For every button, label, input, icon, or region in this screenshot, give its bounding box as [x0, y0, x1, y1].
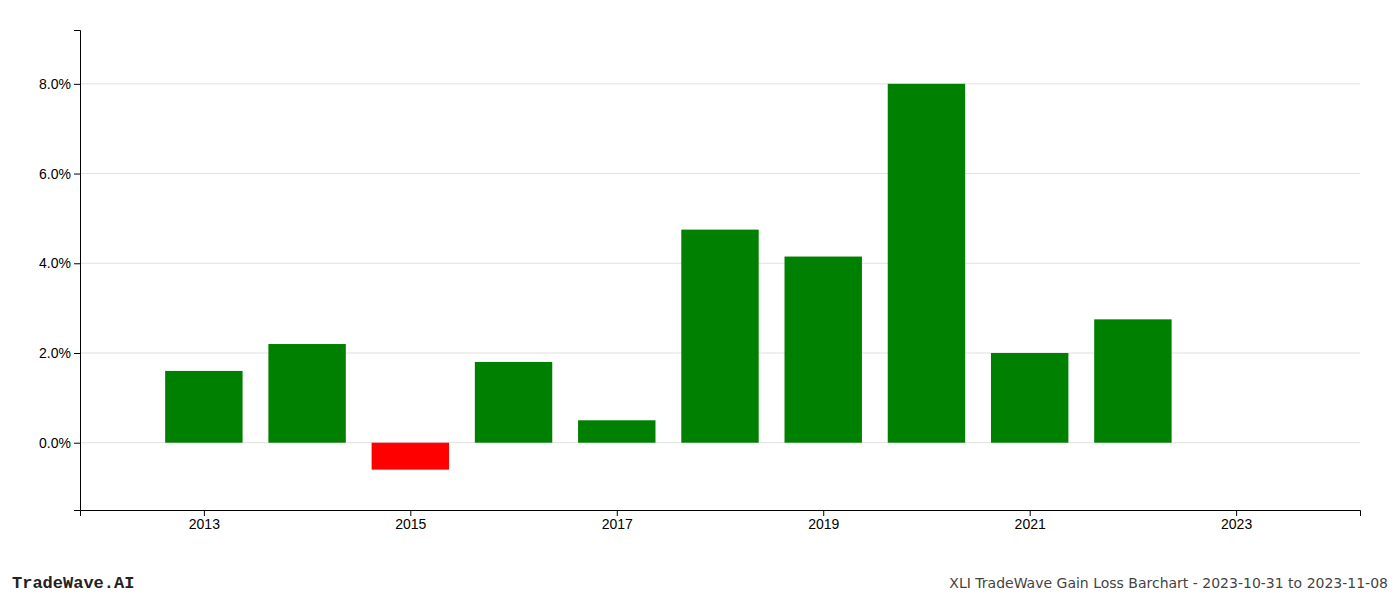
y-tick: 6.0% [39, 166, 80, 182]
y-tick-label: 4.0% [39, 255, 71, 271]
plot-area: 0.0% 2.0% 4.0% 6.0% 8.0% 2013 2015 2017 2019 2021… [39, 31, 1360, 532]
y-tick-label: 0.0% [39, 435, 71, 451]
y-axis: 0.0% 2.0% 4.0% 6.0% 8.0% [39, 31, 80, 511]
bar [681, 230, 758, 443]
x-tick: 2021 [1015, 510, 1046, 532]
bar [888, 84, 965, 443]
x-axis: 2013 2015 2017 2019 2021 2023 [81, 510, 1361, 532]
x-tick-label: 2015 [395, 516, 426, 532]
y-tick-mark [74, 84, 80, 85]
y-tick: 0.0% [39, 435, 80, 451]
x-tick-label: 2013 [189, 516, 220, 532]
x-tick-label: 2023 [1221, 516, 1252, 532]
x-tick: 2023 [1221, 510, 1252, 532]
x-tick-label: 2019 [808, 516, 839, 532]
grid [80, 84, 1360, 443]
x-tick-label: 2021 [1015, 516, 1046, 532]
y-tick-mark [74, 353, 80, 354]
y-tick-label: 6.0% [39, 166, 71, 182]
y-tick-mark [74, 443, 80, 444]
bar [991, 353, 1068, 443]
y-axis-line [74, 31, 81, 511]
bar [372, 443, 449, 470]
y-tick-label: 2.0% [39, 345, 71, 361]
x-axis-line [81, 511, 1361, 517]
y-tick: 4.0% [39, 255, 80, 271]
bar [785, 257, 862, 443]
y-tick-label: 8.0% [39, 76, 71, 92]
title: XLI TradeWave Gain Loss Barchart - 2023-… [949, 575, 1388, 591]
bar [578, 420, 655, 442]
y-tick: 2.0% [39, 345, 80, 361]
y-tick-mark [74, 263, 80, 264]
x-tick: 2013 [189, 510, 220, 532]
x-tick: 2017 [602, 510, 633, 532]
grid-line [80, 173, 1360, 174]
bar [475, 362, 552, 443]
y-tick-mark [74, 174, 80, 175]
grid-line [80, 83, 1360, 84]
chart-svg: 0.0% 2.0% 4.0% 6.0% 8.0% 2013 2015 2017 2019 2021… [0, 0, 1400, 600]
bar [165, 371, 242, 443]
y-tick: 8.0% [39, 76, 80, 92]
x-tick: 2019 [808, 510, 839, 532]
watermark: TradeWave.AI [12, 574, 134, 593]
bars [165, 84, 1171, 470]
bar [1094, 319, 1171, 442]
bar [268, 344, 345, 443]
x-tick-label: 2017 [602, 516, 633, 532]
x-tick: 2015 [395, 510, 426, 532]
